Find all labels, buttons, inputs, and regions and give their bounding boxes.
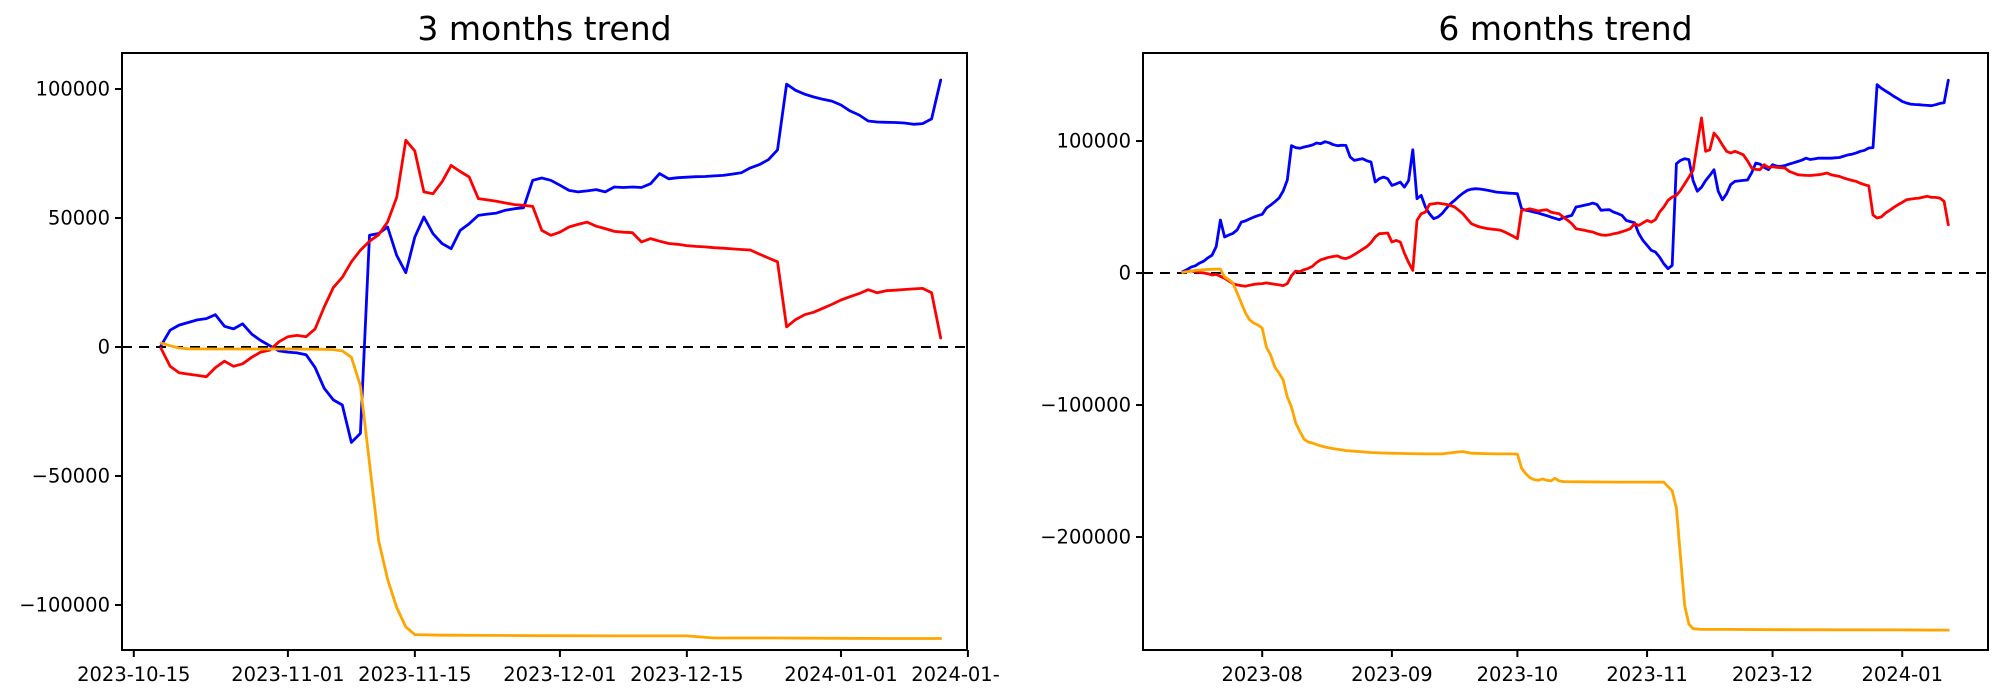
x-axis-tick-label: 2023-10-15 xyxy=(77,663,190,686)
plot-border xyxy=(1142,52,1989,651)
trend-chart-3-months: 3 months trend 100000 50000 0 −50000 −100000 2… xyxy=(19,9,1000,686)
trend-chart-6-months: 6 months trend 100000 0 −100000 −200000 2023-… xyxy=(1040,9,1989,686)
chart-title: 6 months trend xyxy=(1438,9,1692,48)
y-axis-tick-label: 100000 xyxy=(36,77,110,100)
series-orange-line xyxy=(159,341,943,640)
x-axis-tick-label: 2023-12-15 xyxy=(630,663,743,686)
x-axis-tick-label: 2023-11-15 xyxy=(358,663,471,686)
y-axis-tick-label: −100000 xyxy=(1040,394,1131,417)
y-axis-tick-label: −50000 xyxy=(32,464,110,487)
x-axis-tick-label: 2024-01-15 xyxy=(911,663,1000,686)
series-red-line xyxy=(159,138,943,379)
y-axis-tick-label: 50000 xyxy=(48,206,110,229)
y-axis-tick-label: 0 xyxy=(98,335,110,358)
x-axis-tick-label: 2023-09 xyxy=(1351,663,1432,686)
x-axis-tick-label: 2023-11-01 xyxy=(231,663,344,686)
x-axis-tick-label: 2023-10 xyxy=(1477,663,1558,686)
x-axis-tick-label: 2023-11 xyxy=(1606,663,1687,686)
x-axis-tick-label: 2023-08 xyxy=(1221,663,1302,686)
series-red-line xyxy=(1181,116,1950,288)
y-axis-tick-label: 0 xyxy=(1119,262,1131,285)
x-axis-tick-label: 2023-12-01 xyxy=(503,663,616,686)
series-blue-line xyxy=(159,78,943,444)
x-axis-tick-label: 2023-12 xyxy=(1732,663,1813,686)
y-axis-tick-label: 100000 xyxy=(1057,130,1131,153)
plot-border xyxy=(121,52,968,651)
y-axis-tick-label: −100000 xyxy=(19,593,110,616)
y-axis-tick-label: −200000 xyxy=(1040,526,1131,549)
chart-title: 3 months trend xyxy=(417,9,671,48)
x-axis-tick-label: 2024-01 xyxy=(1862,663,1943,686)
series-orange-line xyxy=(1181,267,1950,632)
x-axis-tick-label: 2024-01-01 xyxy=(784,663,897,686)
